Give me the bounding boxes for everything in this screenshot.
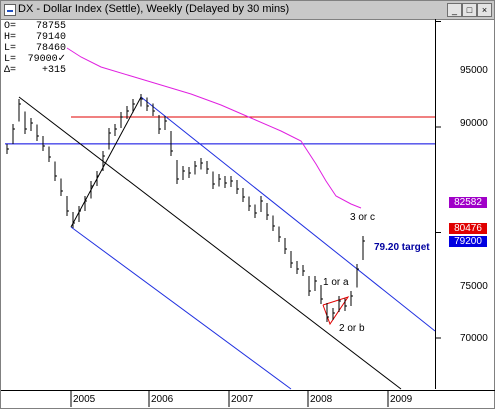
close-button[interactable]: × bbox=[477, 3, 492, 17]
annotation-1-or-a: 1 or a bbox=[323, 277, 349, 288]
trend-lines bbox=[5, 47, 436, 390]
price-tag-moving-average: 82582 bbox=[449, 197, 487, 208]
x-tick-2006: 2006 bbox=[151, 394, 174, 405]
annotation-2-or-b: 2 or b bbox=[339, 323, 365, 334]
info-row-last: L= 79000✓ bbox=[4, 54, 66, 65]
minimize-button[interactable]: _ bbox=[447, 3, 462, 17]
y-tick-75000: 75000 bbox=[460, 281, 488, 292]
price-bars bbox=[6, 94, 365, 322]
time-axis-panel bbox=[1, 390, 495, 410]
upper-blue-channel-line bbox=[140, 96, 436, 332]
chart-app-icon bbox=[4, 4, 16, 16]
y-tick-95000: 95000 bbox=[460, 65, 488, 76]
x-tick-2005: 2005 bbox=[73, 394, 96, 405]
info-row-low: L= 78460 bbox=[4, 43, 66, 54]
ohlc-info-panel: O= 78755 H= 79140 L= 78460 L= 79000✓ Δ= +315 bbox=[4, 21, 66, 76]
x-tick-2008: 2008 bbox=[310, 394, 333, 405]
lower-black-channel-line bbox=[18, 96, 402, 390]
title-bar[interactable]: DX - Dollar Index (Settle), Weekly (Dela… bbox=[1, 1, 494, 20]
y-tick-90000: 90000 bbox=[460, 118, 488, 129]
x-tick-2007: 2007 bbox=[231, 394, 254, 405]
info-row-high: H= 79140 bbox=[4, 32, 66, 43]
price-tag-red-level: 80476 bbox=[449, 223, 487, 234]
maximize-button[interactable]: □ bbox=[462, 3, 477, 17]
price-axis-panel bbox=[435, 19, 495, 389]
upper-black-channel-line bbox=[70, 96, 142, 228]
info-row-change: Δ= +315 bbox=[4, 65, 66, 76]
x-tick-2009: 2009 bbox=[390, 394, 413, 405]
price-tag-blue-level: 79200 bbox=[449, 236, 487, 247]
chart-grid bbox=[70, 21, 441, 407]
moving-average-line bbox=[66, 47, 362, 209]
annotation-target: 79.20 target bbox=[374, 242, 430, 253]
annotation-3-or-c: 3 or c bbox=[350, 212, 376, 223]
info-row-open: O= 78755 bbox=[4, 21, 66, 32]
y-tick-70000: 70000 bbox=[460, 333, 488, 344]
lower-blue-channel-line bbox=[70, 226, 292, 390]
window-title: DX - Dollar Index (Settle), Weekly (Dela… bbox=[18, 3, 290, 15]
